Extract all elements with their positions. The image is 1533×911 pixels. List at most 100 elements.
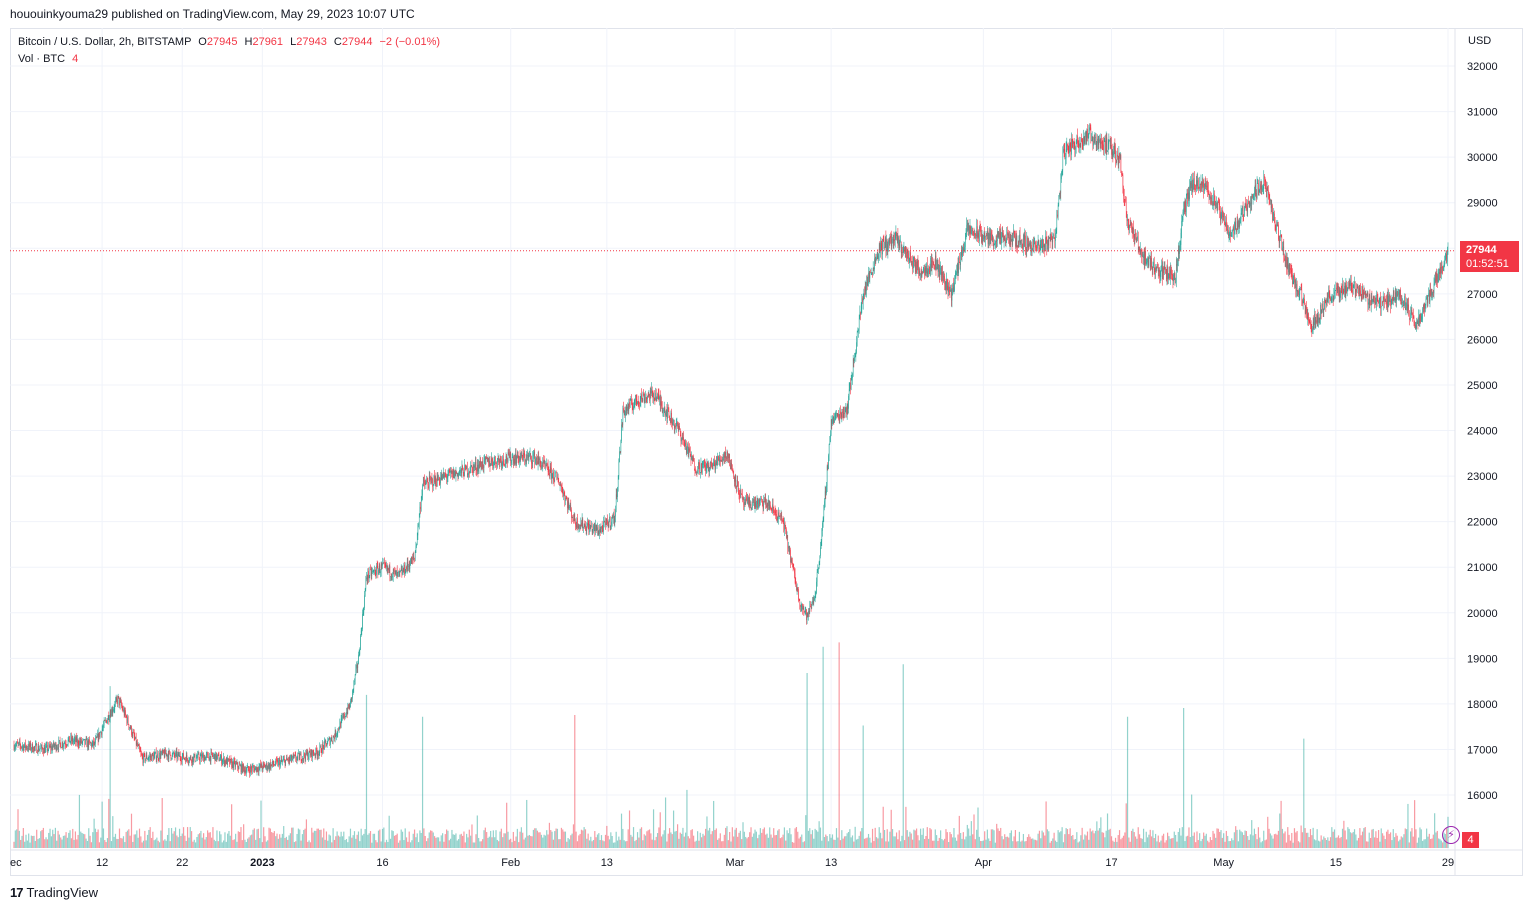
candle-body — [242, 764, 244, 773]
volume-bar — [500, 828, 502, 848]
candle-body — [692, 457, 694, 462]
volume-bar — [733, 836, 735, 848]
candle-body — [417, 524, 419, 536]
volume-bar — [506, 802, 508, 848]
candle-body — [1067, 146, 1069, 153]
candle-body — [806, 609, 807, 621]
candle-body — [121, 706, 123, 709]
volume-bar — [149, 827, 151, 848]
candle-body — [1027, 237, 1028, 248]
volume-bar — [25, 834, 27, 848]
candle-body — [115, 698, 117, 701]
candle-body — [829, 442, 831, 445]
candle-body — [702, 462, 704, 465]
candle-body — [384, 562, 385, 564]
candle-body — [1270, 199, 1272, 209]
volume-bar — [1164, 842, 1166, 848]
volume-bar — [1384, 839, 1386, 848]
candle-body — [184, 758, 186, 759]
candle-body — [414, 558, 415, 559]
candle-body — [141, 755, 143, 758]
candle-body — [651, 388, 653, 391]
candle-body — [1144, 254, 1145, 266]
candle-body — [49, 745, 51, 748]
candle-body — [750, 503, 752, 510]
candle-body — [70, 736, 72, 742]
candle-body — [925, 267, 927, 274]
volume-bar — [62, 835, 65, 848]
volume-bar — [1066, 829, 1069, 848]
volume-bar — [1010, 830, 1012, 848]
volume-bar — [662, 834, 664, 848]
candle-body — [1131, 229, 1133, 233]
candle-body — [214, 754, 215, 756]
candle-body — [87, 740, 88, 748]
candle-body — [1150, 257, 1152, 268]
volume-bar — [1211, 840, 1213, 848]
volume-bar — [1022, 833, 1025, 848]
candle-body — [28, 743, 29, 750]
volume-bar — [741, 839, 743, 848]
candle-body — [416, 543, 417, 547]
candle-body — [30, 743, 31, 750]
candle-body — [915, 262, 916, 273]
candle-body — [487, 458, 488, 462]
candle-body — [465, 465, 467, 470]
candle-body — [403, 564, 405, 572]
candle-body — [601, 526, 603, 528]
chart-frame[interactable] — [10, 28, 1523, 876]
volume-bar — [1145, 831, 1147, 848]
candle-body — [192, 756, 193, 763]
volume-bar — [259, 838, 261, 848]
candle-body — [1247, 201, 1248, 212]
candle-body — [233, 760, 234, 769]
volume-bar — [29, 842, 31, 848]
volume-bar — [1307, 832, 1309, 848]
candle-body — [89, 739, 90, 742]
volume-bar — [1032, 838, 1034, 848]
candle-body — [868, 272, 869, 284]
candle-body — [845, 407, 847, 410]
volume-bar — [1402, 837, 1404, 848]
candle-body — [1073, 141, 1075, 149]
volume-bar — [1076, 832, 1078, 848]
candle-body — [26, 746, 27, 749]
candle-body — [1308, 313, 1309, 321]
candle-body — [1202, 181, 1204, 186]
candle-body — [546, 464, 548, 467]
candle-body — [83, 739, 85, 740]
candle-body — [955, 272, 957, 277]
candle-body — [672, 422, 674, 425]
candle-body — [489, 461, 490, 467]
volume-bar — [919, 828, 922, 848]
candle-body — [154, 753, 156, 756]
volume-bar — [198, 833, 201, 848]
candle-body — [785, 526, 787, 530]
candle-body — [93, 742, 95, 746]
candle-body — [118, 696, 120, 698]
candle-body — [234, 761, 236, 767]
candle-body — [1248, 201, 1249, 202]
candle-body — [856, 342, 857, 353]
volume-bar — [345, 838, 348, 848]
candle-body — [907, 250, 909, 254]
candle-body — [1159, 269, 1160, 278]
candle-body — [422, 484, 423, 496]
candle-body — [1065, 157, 1066, 159]
candle-body — [103, 725, 104, 728]
candle-body — [252, 766, 254, 768]
volume-bar — [1335, 837, 1337, 848]
candle-body — [294, 755, 295, 757]
volume-bar — [598, 833, 600, 848]
candle-body — [861, 298, 863, 309]
candle-body — [1230, 231, 1231, 237]
volume-bar — [284, 838, 286, 848]
candle-body — [159, 752, 161, 759]
volume-bar — [328, 834, 330, 848]
candle-body — [62, 742, 64, 747]
volume-bar — [76, 839, 78, 848]
candle-body — [708, 465, 710, 473]
candle-body — [1278, 239, 1280, 243]
candle-body — [1216, 203, 1217, 205]
